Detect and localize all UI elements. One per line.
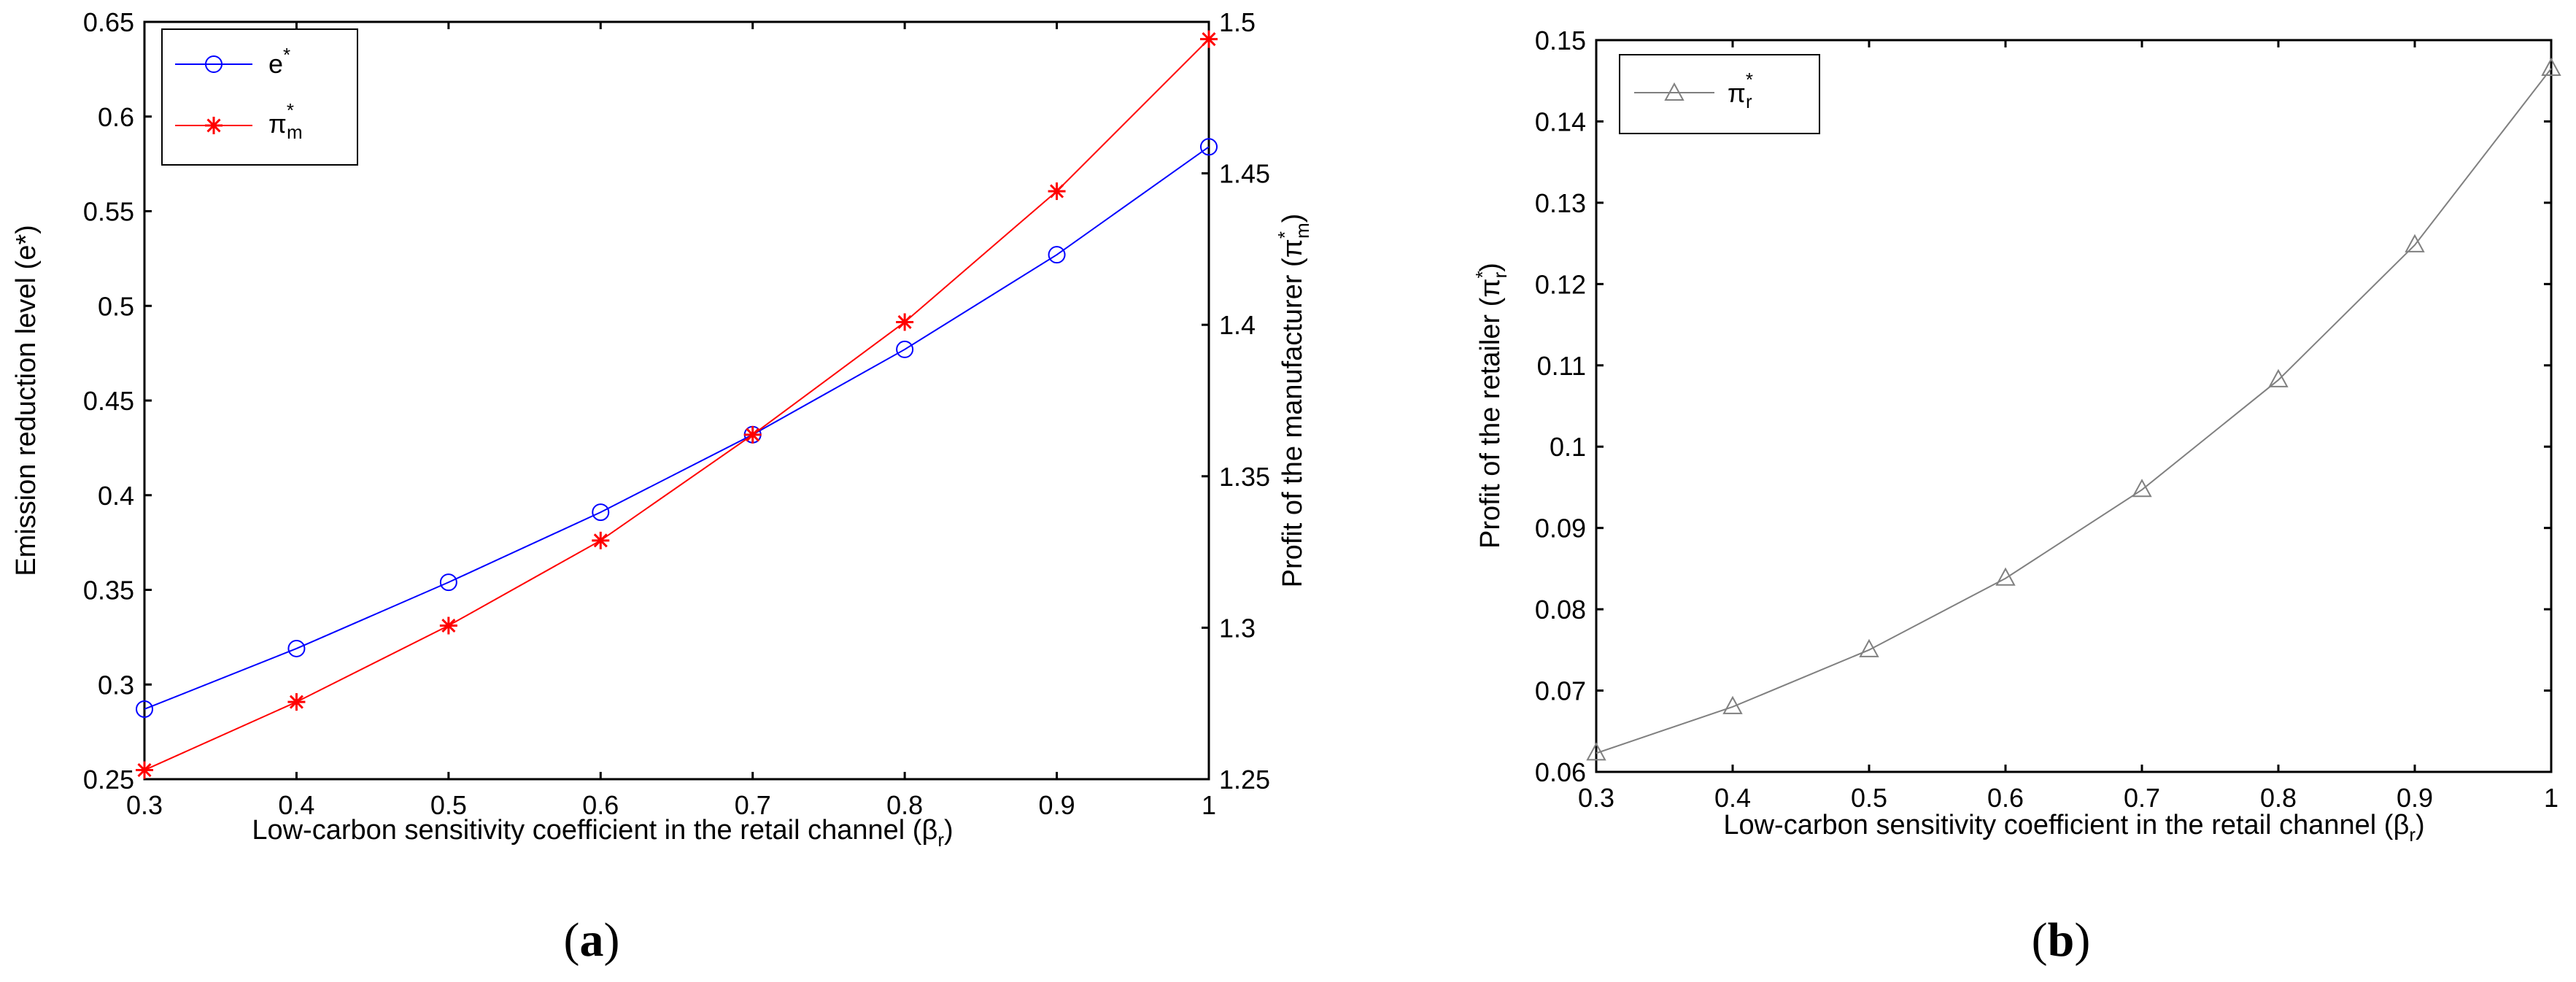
panel-a-e-point — [287, 639, 306, 657]
panel-b-y-tick-label: 0.11 — [1537, 351, 1586, 381]
panel-a-x-tick-label: 0.9 — [1039, 790, 1075, 820]
panel-a-left-y-tick-label: 0.45 — [83, 386, 134, 416]
panel-a-series-line-pim — [144, 38, 1210, 771]
panel-a-right-y-tick-label: 1.25 — [1219, 765, 1270, 795]
panel-a-pim-point — [439, 616, 457, 635]
panel-a-pim-point — [1048, 182, 1066, 201]
panel-a-left-y-tick-labels: 0.25 0.3 0.35 0.4 0.45 0.5 0.55 0.6 0.65 — [83, 7, 134, 795]
panel-a-caption: (a) — [564, 913, 620, 967]
panel-b-y-tick-label: 0.1 — [1550, 432, 1586, 462]
panel-a-left-y-tick-label: 0.4 — [98, 481, 134, 511]
panel-b-series-line-pir — [1596, 68, 2552, 754]
panel-a-x-tick-label: 0.8 — [886, 790, 923, 820]
panel-a-e-point — [896, 340, 914, 358]
panel-b-plot-frame — [1595, 39, 2553, 773]
panel-a-series-layer — [136, 30, 1218, 779]
panel-a-right-y-tick-label: 1.45 — [1219, 159, 1270, 189]
panel-b-legend-box — [1619, 54, 1820, 134]
legend-pim-star-marker — [205, 117, 223, 134]
panel-b-x-axis-label: Low-carbon sensitivity coefficient in th… — [1723, 810, 2424, 846]
panel-a-e-point — [592, 503, 610, 522]
panel-a-left-y-tick-label: 0.5 — [98, 291, 134, 321]
panel-a-x-tick-label: 0.4 — [278, 790, 314, 820]
panel-b-x-tick-label: 0.9 — [2397, 783, 2433, 813]
legend-pim-star-glyph — [205, 117, 223, 134]
panel-a-left-y-tick-label: 0.3 — [98, 670, 134, 700]
panel-a-e-point — [136, 700, 153, 718]
panel-a-pim-point — [896, 313, 914, 331]
panel-a-pim-point — [743, 425, 762, 444]
panel-b-caption: (b) — [2032, 913, 2091, 967]
panel-b-x-tick-label: 0.3 — [1578, 783, 1614, 813]
panel-a-pim-point — [287, 693, 306, 711]
panel-a-right-y-tick-label: 1.35 — [1219, 462, 1270, 492]
panel-a-legend: e* π* m — [161, 28, 358, 166]
panel-b-x-tick-label: 0.4 — [1714, 783, 1751, 813]
panel-a-series-line-e — [144, 146, 1210, 710]
panel-a-right-y-tick-label: 1.5 — [1219, 7, 1256, 37]
panel-b-y-tick-label: 0.14 — [1535, 107, 1586, 136]
panel-b: 0.3 0.4 0.5 0.6 0.7 0.8 0.9 1 0.060.070.080.090… — [1471, 26, 2561, 967]
panel-b-y-tick-label: 0.06 — [1535, 757, 1586, 787]
panel-a-e-point — [1200, 138, 1218, 156]
panel-b-y-tick-label: 0.08 — [1535, 595, 1586, 625]
panel-a-x-tick-labels: 0.3 0.4 0.5 0.6 0.7 0.8 0.9 1 — [126, 790, 1216, 820]
panel-b-y-tick-label: 0.12 — [1535, 269, 1586, 299]
panel-a-right-y-axis-label: Profit of the manufacturer (π*m) — [1274, 214, 1313, 588]
panel-a-x-tick-label: 0.7 — [735, 790, 771, 820]
panel-b-pir-point — [1586, 742, 1606, 761]
panel-b-y-tick-label: 0.07 — [1535, 676, 1586, 706]
panel-a-right-y-tick-label: 1.3 — [1219, 613, 1256, 643]
panel-a-pim-point — [1200, 30, 1218, 48]
panel-a-left-y-tick-label: 0.65 — [83, 7, 134, 37]
panel-a-right-y-tick-label: 1.4 — [1219, 310, 1256, 340]
panel-b-x-tick-label: 0.5 — [1851, 783, 1887, 813]
panel-b-y-axis-label: Profit of the retailer (π*r) — [1471, 263, 1511, 549]
panel-a-x-tick-label: 1 — [1202, 790, 1216, 820]
panel-b-pir-point — [1859, 638, 1879, 657]
panel-a-right-y-tick-labels: 1.25 1.3 1.35 1.4 1.45 1.5 — [1219, 7, 1270, 795]
panel-a-legend-box — [161, 28, 358, 166]
legend-pir-label: π* r — [1728, 69, 1753, 112]
panel-b-x-tick-labels: 0.3 0.4 0.5 0.6 0.7 0.8 0.9 1 — [1578, 783, 2558, 813]
panel-b-inner-ticks — [1595, 39, 2553, 773]
panel-a-plot-frame — [143, 20, 1210, 781]
panel-a-left-y-tick-label: 0.6 — [98, 102, 134, 132]
panel-b-pir-point — [2541, 57, 2561, 77]
panel-a-pim-point — [136, 761, 153, 779]
panel-b-pir-point — [2268, 368, 2289, 387]
panel-b-pir-point — [2132, 479, 2152, 498]
panel-a-x-tick-label: 0.3 — [126, 790, 163, 820]
panel-b-pir-point — [2405, 233, 2425, 252]
legend-pim-label: π* m — [268, 99, 303, 143]
panel-a-x-tick-label: 0.6 — [582, 790, 619, 820]
panel-a-left-y-tick-label: 0.55 — [83, 197, 134, 227]
panel-b-y-tick-label: 0.13 — [1535, 188, 1586, 218]
legend-e-circle-marker — [205, 55, 223, 73]
panel-b-pir-point — [1722, 695, 1743, 714]
panel-a-e-point — [439, 573, 457, 592]
panel-b-x-tick-label: 0.8 — [2260, 783, 2297, 813]
panel-b-x-tick-label: 1 — [2544, 783, 2558, 813]
panel-a-left-y-tick-label: 0.35 — [83, 576, 134, 606]
panel-a-left-y-axis-label: Emission reduction level (e*) — [11, 225, 42, 576]
panel-a: 0.3 0.4 0.5 0.6 0.7 0.8 0.9 1 0.250.30.350.40.4… — [11, 7, 1313, 967]
panel-a-left-y-tick-label: 0.25 — [83, 765, 134, 795]
panel-b-series-layer — [1586, 57, 2561, 761]
legend-pir-triangle-marker — [1664, 82, 1685, 101]
panel-b-y-tick-label: 0.09 — [1535, 514, 1586, 544]
panel-b-pir-point — [1995, 567, 2016, 586]
panel-b-y-tick-label: 0.15 — [1535, 26, 1586, 55]
panel-a-pim-point — [592, 531, 610, 549]
panel-b-x-tick-label: 0.6 — [1987, 783, 2024, 813]
panel-b-legend: π* r — [1619, 54, 1820, 134]
panel-b-y-tick-labels: 0.06 0.07 0.08 0.09 0.1 0.11 0.12 0.13 0.14 0.15 — [1535, 26, 1586, 787]
panel-a-x-tick-label: 0.5 — [430, 790, 467, 820]
panel-a-x-axis-label: Low-carbon sensitivity coefficient in th… — [252, 815, 953, 851]
legend-e-label: e* — [268, 44, 290, 79]
panel-a-e-point — [1048, 246, 1066, 264]
panel-b-x-tick-label: 0.7 — [2124, 783, 2160, 813]
